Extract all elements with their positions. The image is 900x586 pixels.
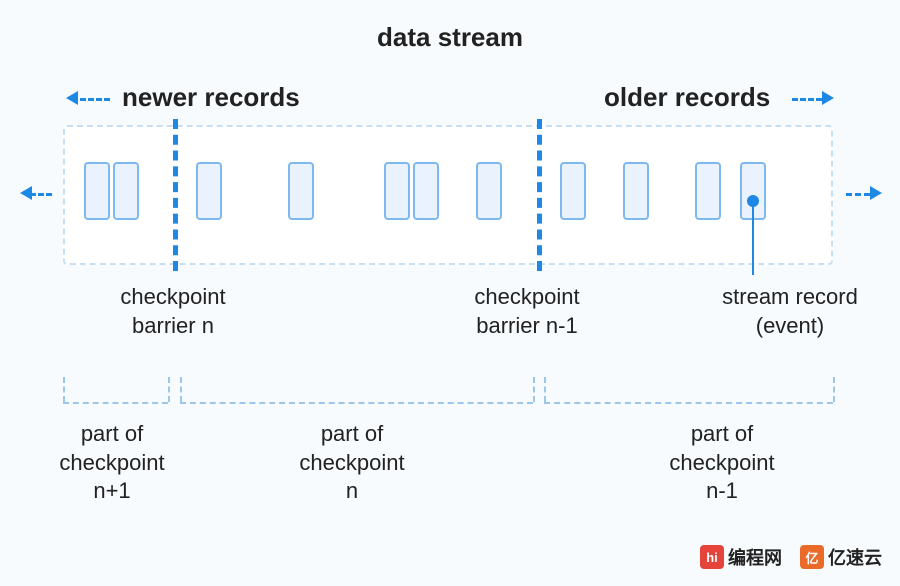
record xyxy=(560,162,586,220)
sr-line1: stream record xyxy=(722,284,858,309)
checkpoint-barrier-n1-label: checkpoint barrier n-1 xyxy=(447,283,607,340)
bracket2-h xyxy=(180,402,533,404)
record xyxy=(623,162,649,220)
record xyxy=(84,162,110,220)
bracket3-h xyxy=(544,402,833,404)
stream-left-arrow-head xyxy=(20,186,32,200)
record xyxy=(384,162,410,220)
stream-right-arrow-head xyxy=(870,186,882,200)
watermark-left-icon: hi xyxy=(700,545,724,569)
record-pointer-line xyxy=(752,205,754,275)
watermark-right-text: 亿速云 xyxy=(828,544,882,570)
barrier-n xyxy=(173,119,178,271)
diagram-title: data stream xyxy=(0,22,900,53)
bracket3-right xyxy=(833,377,835,402)
record xyxy=(113,162,139,220)
part-n: part of checkpoint n xyxy=(262,420,442,506)
watermark: hi 编程网 亿 亿速云 xyxy=(696,542,886,572)
checkpoint-barrier-n-label: checkpoint barrier n xyxy=(93,283,253,340)
bracket3-left xyxy=(544,377,546,402)
stream-record-label: stream record (event) xyxy=(700,283,880,340)
older-arrow-line xyxy=(792,98,822,101)
record xyxy=(695,162,721,220)
watermark-left-text: 编程网 xyxy=(728,544,782,570)
cp-n1-line2: barrier n-1 xyxy=(476,313,577,338)
bracket1-h xyxy=(63,402,168,404)
part-n-plus-1: part of checkpoint n+1 xyxy=(22,420,202,506)
stream-right-arrow-line xyxy=(846,193,870,196)
watermark-right-icon: 亿 xyxy=(800,545,824,569)
older-records-label: older records xyxy=(604,82,770,113)
bracket2-left xyxy=(180,377,182,402)
cp-n1-line1: checkpoint xyxy=(474,284,579,309)
record xyxy=(413,162,439,220)
cp-n-line1: checkpoint xyxy=(120,284,225,309)
watermark-right: 亿 亿速云 xyxy=(796,542,886,572)
watermark-left: hi 编程网 xyxy=(696,542,786,572)
bracket2-right xyxy=(533,377,535,402)
barrier-n-1 xyxy=(537,119,542,271)
heading-row: newer records older records xyxy=(0,82,900,118)
cp-n-line2: barrier n xyxy=(132,313,214,338)
newer-arrow-head xyxy=(66,91,78,105)
bracket1-right xyxy=(168,377,170,402)
record xyxy=(476,162,502,220)
stream-left-arrow-line xyxy=(30,193,52,196)
older-arrow-head xyxy=(822,91,834,105)
record xyxy=(288,162,314,220)
part-n-minus-1: part of checkpoint n-1 xyxy=(632,420,812,506)
bracket1-left xyxy=(63,377,65,402)
newer-arrow-line xyxy=(80,98,110,101)
newer-records-label: newer records xyxy=(122,82,300,113)
sr-line2: (event) xyxy=(756,313,824,338)
record xyxy=(196,162,222,220)
